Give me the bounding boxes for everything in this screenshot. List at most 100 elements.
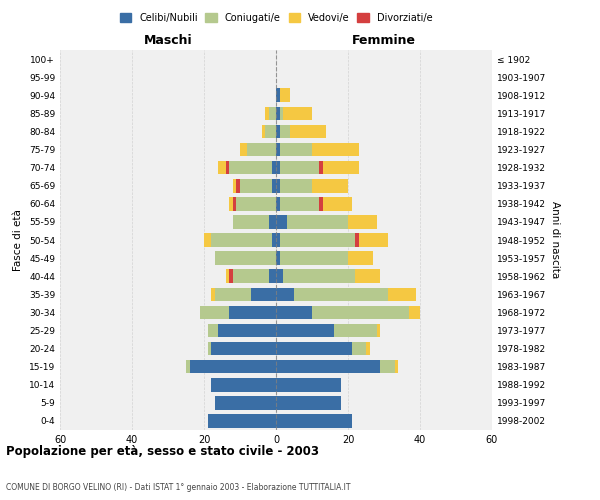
Text: Popolazione per età, sesso e stato civile - 2003: Popolazione per età, sesso e stato civil… xyxy=(6,445,319,458)
Bar xyxy=(276,288,294,301)
Bar xyxy=(236,197,276,210)
Bar xyxy=(355,233,359,247)
Bar xyxy=(280,161,319,174)
Bar xyxy=(215,396,276,409)
Y-axis label: Anni di nascita: Anni di nascita xyxy=(550,202,560,278)
Bar xyxy=(280,233,355,247)
Bar xyxy=(211,378,276,392)
Bar xyxy=(377,324,380,338)
Bar xyxy=(276,233,280,247)
Bar xyxy=(276,324,334,338)
Bar xyxy=(276,378,341,392)
Bar xyxy=(240,179,272,192)
Bar xyxy=(380,360,395,374)
Bar xyxy=(272,233,276,247)
Bar xyxy=(276,252,280,265)
Bar xyxy=(334,324,377,338)
Bar xyxy=(287,215,348,228)
Bar xyxy=(218,324,276,338)
Bar xyxy=(247,142,276,156)
Bar xyxy=(211,342,276,355)
Bar xyxy=(280,106,283,120)
Bar xyxy=(233,270,269,283)
Bar xyxy=(312,306,409,319)
Bar xyxy=(276,396,341,409)
Bar xyxy=(233,179,236,192)
Bar xyxy=(229,161,272,174)
Bar xyxy=(229,197,233,210)
Bar xyxy=(283,106,312,120)
Bar xyxy=(312,142,359,156)
Bar xyxy=(276,88,280,102)
Bar xyxy=(233,197,236,210)
Bar xyxy=(280,88,290,102)
Bar xyxy=(323,161,359,174)
Bar xyxy=(215,252,276,265)
Bar xyxy=(215,288,251,301)
Bar xyxy=(348,252,373,265)
Bar xyxy=(276,142,280,156)
Bar xyxy=(280,142,312,156)
Bar xyxy=(290,124,326,138)
Bar xyxy=(395,360,398,374)
Bar xyxy=(323,197,352,210)
Bar xyxy=(211,288,215,301)
Bar xyxy=(276,106,280,120)
Bar xyxy=(276,179,280,192)
Bar xyxy=(276,414,352,428)
Bar xyxy=(276,270,283,283)
Bar xyxy=(352,342,366,355)
Bar xyxy=(240,142,247,156)
Text: Femmine: Femmine xyxy=(352,34,416,48)
Bar xyxy=(280,197,319,210)
Bar xyxy=(236,179,240,192)
Bar xyxy=(366,342,370,355)
Bar xyxy=(276,306,312,319)
Bar xyxy=(269,106,276,120)
Bar xyxy=(276,161,280,174)
Bar xyxy=(272,161,276,174)
Bar xyxy=(359,233,388,247)
Bar xyxy=(208,414,276,428)
Bar xyxy=(204,233,211,247)
Bar xyxy=(388,288,416,301)
Bar xyxy=(276,124,280,138)
Bar xyxy=(280,252,348,265)
Bar xyxy=(229,270,233,283)
Bar xyxy=(348,215,377,228)
Bar xyxy=(218,161,226,174)
Bar xyxy=(269,270,276,283)
Bar xyxy=(200,306,229,319)
Bar xyxy=(262,124,265,138)
Bar xyxy=(211,233,272,247)
Y-axis label: Fasce di età: Fasce di età xyxy=(13,209,23,271)
Text: COMUNE DI BORGO VELINO (RI) - Dati ISTAT 1° gennaio 2003 - Elaborazione TUTTITAL: COMUNE DI BORGO VELINO (RI) - Dati ISTAT… xyxy=(6,483,350,492)
Bar xyxy=(265,124,276,138)
Bar xyxy=(208,342,211,355)
Bar xyxy=(283,270,355,283)
Bar xyxy=(280,179,312,192)
Bar xyxy=(233,215,269,228)
Bar xyxy=(312,179,348,192)
Bar xyxy=(276,342,352,355)
Bar xyxy=(276,197,280,210)
Bar xyxy=(319,197,323,210)
Bar xyxy=(276,360,380,374)
Bar xyxy=(265,106,269,120)
Legend: Celibi/Nubili, Coniugati/e, Vedovi/e, Divorziati/e: Celibi/Nubili, Coniugati/e, Vedovi/e, Di… xyxy=(116,10,436,27)
Text: Maschi: Maschi xyxy=(143,34,193,48)
Bar xyxy=(276,215,287,228)
Bar xyxy=(226,270,229,283)
Bar xyxy=(226,161,229,174)
Bar xyxy=(319,161,323,174)
Bar xyxy=(229,306,276,319)
Bar xyxy=(269,215,276,228)
Bar xyxy=(272,179,276,192)
Bar xyxy=(409,306,420,319)
Bar xyxy=(251,288,276,301)
Bar xyxy=(355,270,380,283)
Bar xyxy=(294,288,388,301)
Bar xyxy=(280,124,290,138)
Bar xyxy=(190,360,276,374)
Bar xyxy=(186,360,190,374)
